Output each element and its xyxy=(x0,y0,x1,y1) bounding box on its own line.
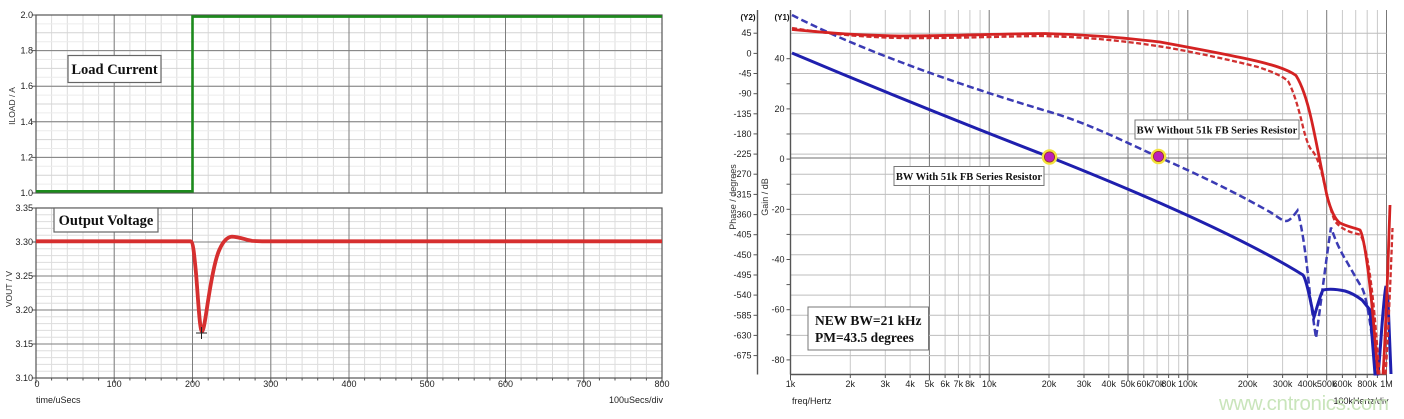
svg-text:Output Voltage: Output Voltage xyxy=(59,213,154,229)
svg-text:Gain / dB: Gain / dB xyxy=(760,178,770,216)
svg-text:80k: 80k xyxy=(1161,379,1176,389)
svg-text:-405: -405 xyxy=(733,230,751,240)
svg-text:-315: -315 xyxy=(733,189,751,199)
svg-text:Phase / degrees: Phase / degrees xyxy=(728,164,738,230)
svg-text:-135: -135 xyxy=(733,109,751,119)
svg-text:NEW BW=21 kHz: NEW BW=21 kHz xyxy=(815,313,921,328)
svg-text:-90: -90 xyxy=(738,89,751,99)
svg-text:4k: 4k xyxy=(905,379,915,389)
svg-text:45: 45 xyxy=(741,28,751,38)
svg-text:1.4: 1.4 xyxy=(20,117,33,127)
svg-text:(Y1): (Y1) xyxy=(774,13,789,22)
svg-text:2k: 2k xyxy=(846,379,856,389)
svg-text:5k: 5k xyxy=(925,379,935,389)
svg-text:-20: -20 xyxy=(771,204,784,214)
svg-text:600k: 600k xyxy=(1333,379,1353,389)
svg-text:500k: 500k xyxy=(1317,379,1337,389)
svg-text:6k: 6k xyxy=(940,379,950,389)
svg-text:BW With 51k FB Series Resistor: BW With 51k FB Series Resistor xyxy=(896,172,1042,183)
svg-text:-450: -450 xyxy=(733,250,751,260)
svg-text:1M: 1M xyxy=(1380,379,1393,389)
svg-text:50k: 50k xyxy=(1121,379,1136,389)
svg-text:-40: -40 xyxy=(771,255,784,265)
svg-text:3.20: 3.20 xyxy=(15,305,33,315)
svg-text:100kHertz/div: 100kHertz/div xyxy=(1333,396,1389,406)
svg-text:40: 40 xyxy=(774,54,784,64)
svg-text:100uSecs/div: 100uSecs/div xyxy=(609,395,664,405)
svg-text:0: 0 xyxy=(34,379,39,389)
svg-text:20k: 20k xyxy=(1042,379,1057,389)
svg-text:0: 0 xyxy=(779,154,784,164)
svg-text:-630: -630 xyxy=(733,330,751,340)
svg-text:10k: 10k xyxy=(982,379,997,389)
svg-text:-675: -675 xyxy=(733,351,751,361)
svg-text:1.0: 1.0 xyxy=(20,188,33,198)
svg-text:PM=43.5 degrees: PM=43.5 degrees xyxy=(815,330,914,345)
svg-text:Load Current: Load Current xyxy=(71,62,158,78)
svg-text:1.6: 1.6 xyxy=(20,81,33,91)
svg-text:-270: -270 xyxy=(733,169,751,179)
svg-text:2.0: 2.0 xyxy=(20,10,33,20)
svg-text:100k: 100k xyxy=(1178,379,1198,389)
svg-text:3.25: 3.25 xyxy=(15,271,33,281)
svg-text:ILOAD / A: ILOAD / A xyxy=(7,87,17,125)
svg-text:1k: 1k xyxy=(786,379,796,389)
svg-text:30k: 30k xyxy=(1077,379,1092,389)
svg-text:1.8: 1.8 xyxy=(20,46,33,56)
svg-text:100: 100 xyxy=(107,379,122,389)
svg-text:3.10: 3.10 xyxy=(15,373,33,383)
svg-text:VOUT / V: VOUT / V xyxy=(4,271,14,308)
svg-text:-45: -45 xyxy=(738,69,751,79)
svg-text:800k: 800k xyxy=(1357,379,1377,389)
svg-text:-60: -60 xyxy=(771,305,784,315)
svg-text:-495: -495 xyxy=(733,270,751,280)
svg-text:20: 20 xyxy=(774,104,784,114)
svg-text:-80: -80 xyxy=(771,355,784,365)
svg-text:60k: 60k xyxy=(1137,379,1152,389)
svg-text:300k: 300k xyxy=(1273,379,1293,389)
svg-text:7k: 7k xyxy=(954,379,964,389)
svg-text:200: 200 xyxy=(185,379,200,389)
svg-text:600: 600 xyxy=(498,379,513,389)
svg-text:800: 800 xyxy=(654,379,669,389)
svg-text:3.35: 3.35 xyxy=(15,203,33,213)
svg-text:3k: 3k xyxy=(881,379,891,389)
svg-text:400k: 400k xyxy=(1298,379,1318,389)
svg-text:40k: 40k xyxy=(1102,379,1117,389)
svg-text:-180: -180 xyxy=(733,129,751,139)
svg-text:-360: -360 xyxy=(733,210,751,220)
svg-text:time/uSecs: time/uSecs xyxy=(36,395,81,405)
svg-text:-585: -585 xyxy=(733,310,751,320)
svg-text:3.30: 3.30 xyxy=(15,237,33,247)
svg-text:400: 400 xyxy=(341,379,356,389)
svg-text:500: 500 xyxy=(420,379,435,389)
svg-text:www.cntronics.com: www.cntronics.com xyxy=(1218,392,1389,415)
svg-text:1.2: 1.2 xyxy=(20,152,33,162)
svg-text:(Y2): (Y2) xyxy=(740,13,755,22)
svg-text:3.15: 3.15 xyxy=(15,339,33,349)
svg-text:BW Without 51k FB Series Resis: BW Without 51k FB Series Resistor xyxy=(1137,126,1298,137)
svg-text:0: 0 xyxy=(746,48,751,58)
svg-text:200k: 200k xyxy=(1238,379,1258,389)
svg-text:70k: 70k xyxy=(1150,379,1165,389)
svg-text:300: 300 xyxy=(263,379,278,389)
svg-text:700: 700 xyxy=(576,379,591,389)
svg-text:8k: 8k xyxy=(965,379,975,389)
svg-text:-225: -225 xyxy=(733,149,751,159)
svg-text:freq/Hertz: freq/Hertz xyxy=(792,396,832,406)
svg-text:-540: -540 xyxy=(733,290,751,300)
